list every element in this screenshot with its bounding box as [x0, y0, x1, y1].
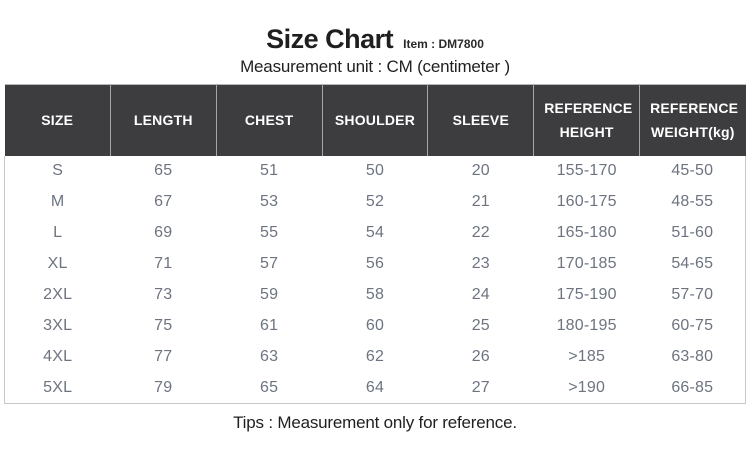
table-row: S 65 51 50 20 155-170 45-50: [5, 156, 746, 187]
table-row: M 67 53 52 21 160-175 48-55: [5, 187, 746, 218]
table-cell: 180-195: [556, 317, 617, 334]
title-row: Size Chart Item : DM7800: [0, 0, 750, 53]
table-cell: 24: [471, 286, 490, 303]
tips-note: Tips : Measurement only for reference.: [233, 413, 517, 432]
table-cell: 160-175: [556, 193, 617, 210]
table-cell: 175-190: [556, 286, 617, 303]
table-cell: 20: [471, 162, 490, 179]
table-cell: 56: [365, 255, 385, 272]
table-cell: 73: [154, 286, 173, 303]
item-number: Item : DM7800: [403, 37, 484, 51]
table-cell: 71: [154, 255, 173, 272]
table-cell: S: [52, 162, 64, 179]
table-cell: >185: [568, 348, 606, 365]
table-row: 2XL 73 59 58 24 175-190 57-70: [5, 280, 746, 311]
table-row: 5XL 79 65 64 27 >190 66-85: [5, 373, 746, 404]
table-cell: 25: [471, 317, 490, 334]
table-cell: 50: [365, 162, 385, 179]
table-cell: 55: [260, 224, 279, 241]
size-chart-table-body: S 65 51 50 20 155-170 45-50 M 67 53 52 21 160-175 48-…: [4, 155, 746, 404]
table-row: L 69 55 54 22 165-180 51-60: [5, 218, 746, 249]
table-cell: 65: [154, 162, 173, 179]
page-title: Size Chart: [266, 24, 394, 54]
table-cell: 48-55: [671, 193, 714, 210]
column-header: SHOULDER: [321, 84, 428, 156]
table-cell: 57: [260, 255, 279, 272]
table-cell: 60: [365, 317, 385, 334]
table-cell: 2XL: [43, 286, 73, 303]
table-cell: 65: [260, 378, 279, 396]
table-cell: 57-70: [671, 286, 714, 303]
table-cell: 155-170: [556, 162, 617, 179]
table-cell: 59: [260, 286, 279, 303]
table-cell: >190: [568, 378, 606, 396]
column-header: SLEEVE: [427, 84, 534, 156]
table-cell: 53: [260, 193, 279, 210]
table-cell: L: [53, 224, 63, 241]
measurement-unit-subtitle: Measurement unit : CM (centimeter ): [240, 57, 510, 76]
table-row: XL 71 57 56 23 170-185 54-65: [5, 249, 746, 280]
table-cell: 67: [154, 193, 173, 210]
table-cell: 170-185: [556, 255, 617, 272]
table-cell: 64: [365, 378, 385, 396]
table-cell: 75: [154, 317, 173, 334]
table-row: 3XL 75 61 60 25 180-195 60-75: [5, 311, 746, 342]
table-cell: 5XL: [43, 378, 73, 396]
table-cell: M: [50, 193, 65, 210]
table-cell: 66-85: [671, 378, 714, 396]
table-cell: 52: [365, 193, 385, 210]
column-header: REFERENCE HEIGHT: [533, 84, 640, 156]
size-chart-table-header: SIZE LENGTH CHEST SHOULDER SLEEVE REFERENCE H…: [4, 84, 746, 156]
column-header: SIZE: [4, 84, 111, 156]
table-cell: 51-60: [671, 224, 714, 241]
header-row: SIZE LENGTH CHEST SHOULDER SLEEVE REFERENCE H…: [4, 84, 746, 156]
table-row: 4XL 77 63 62 26 >185 63-80: [5, 342, 746, 373]
table-cell: 58: [365, 286, 385, 303]
table-cell: 60-75: [671, 317, 714, 334]
column-header: LENGTH: [109, 84, 217, 156]
table-cell: 21: [471, 193, 490, 210]
table-cell: 54: [365, 224, 385, 241]
table-cell: 62: [365, 348, 385, 365]
table-cell: 22: [471, 224, 490, 241]
table-cell: XL: [47, 255, 68, 272]
table-cell: 51: [260, 162, 279, 179]
table-cell: 77: [154, 348, 173, 365]
table-cell: 23: [471, 255, 490, 272]
table-cell: 63: [260, 348, 279, 365]
table-cell: 165-180: [556, 224, 617, 241]
table-cell: 45-50: [671, 162, 714, 179]
table-cell: 27: [471, 378, 490, 396]
table-cell: 79: [154, 378, 173, 396]
table-cell: 54-65: [671, 255, 714, 272]
column-header: REFERENCE WEIGHT(kg): [639, 84, 746, 156]
table-cell: 69: [154, 224, 173, 241]
table-cell: 61: [260, 317, 279, 334]
table-cell: 4XL: [43, 348, 73, 365]
column-header: CHEST: [215, 84, 323, 156]
table-cell: 26: [471, 348, 490, 365]
size-chart-table: SIZE LENGTH CHEST SHOULDER SLEEVE REFERENCE H…: [4, 84, 746, 404]
table-cell: 63-80: [671, 348, 714, 365]
table-cell: 3XL: [43, 317, 73, 334]
